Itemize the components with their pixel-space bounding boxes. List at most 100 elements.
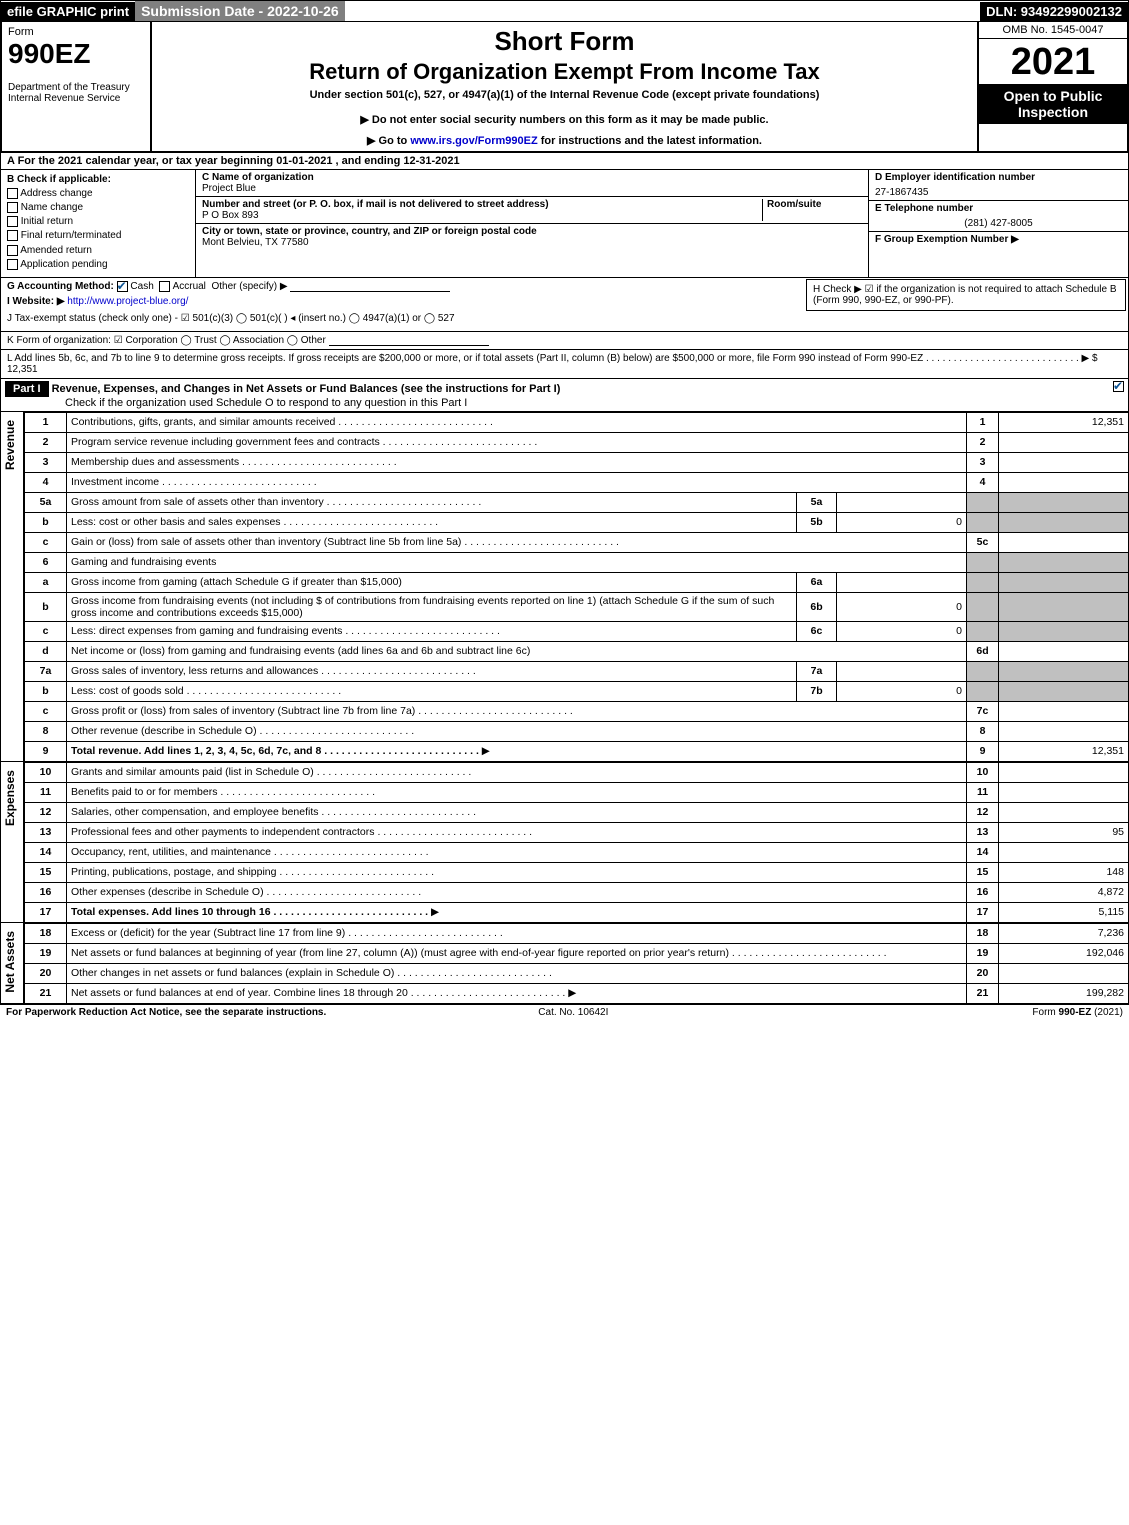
other-lbl: Other (specify) ▶ [211, 281, 287, 292]
line-10: 10Grants and similar amounts paid (list … [25, 762, 1129, 782]
section-b: B Check if applicable: Address change Na… [1, 170, 196, 277]
cash-cb[interactable] [117, 281, 128, 292]
irs-link[interactable]: www.irs.gov/Form990EZ [410, 135, 537, 147]
top-bar: efile GRAPHIC print Submission Date - 20… [0, 0, 1129, 22]
short-form-title: Short Form [160, 26, 969, 57]
line-18: 18Excess or (deficit) for the year (Subt… [25, 923, 1129, 943]
app-pending-cb[interactable] [7, 259, 18, 270]
org-city: Mont Belvieu, TX 77580 [202, 237, 309, 248]
form-id-box: Form 990EZ Department of the Treasury In… [2, 22, 152, 151]
efile-print-label[interactable]: efile GRAPHIC print [1, 2, 135, 21]
line-6c: cLess: direct expenses from gaming and f… [25, 621, 1129, 641]
year: 2021 [979, 39, 1127, 84]
i-lbl: I Website: ▶ [7, 296, 65, 307]
line-16: 16Other expenses (describe in Schedule O… [25, 882, 1129, 902]
footer: For Paperwork Reduction Act Notice, see … [0, 1004, 1129, 1020]
line-4: 4Investment income4 [25, 472, 1129, 492]
form-ref: Form 990-EZ (2021) [1032, 1007, 1123, 1018]
revenue-section: Revenue 1Contributions, gifts, grants, a… [0, 412, 1129, 762]
dept-text: Department of the Treasury Internal Reve… [8, 82, 144, 104]
initial-return-cb[interactable] [7, 216, 18, 227]
dln: DLN: 93492299002132 [980, 2, 1128, 21]
expenses-section: Expenses 10Grants and similar amounts pa… [0, 762, 1129, 923]
line-9: 9Total revenue. Add lines 1, 2, 3, 4, 5c… [25, 741, 1129, 761]
org-street: P O Box 893 [202, 210, 259, 221]
netassets-section: Net Assets 18Excess or (deficit) for the… [0, 923, 1129, 1004]
section-d-e-f: D Employer identification number 27-1867… [868, 170, 1128, 277]
e-lbl: E Telephone number [875, 203, 973, 214]
name-change-cb[interactable] [7, 202, 18, 213]
amended-lbl: Amended return [20, 245, 92, 256]
amended-cb[interactable] [7, 245, 18, 256]
addr-change-lbl: Address change [20, 188, 92, 199]
under-section: Under section 501(c), 527, or 4947(a)(1)… [160, 89, 969, 101]
ssn-warning: ▶ Do not enter social security numbers o… [160, 113, 969, 126]
section-c: C Name of organization Project Blue Numb… [196, 170, 868, 277]
goto-text: ▶ Go to www.irs.gov/Form990EZ for instru… [160, 134, 969, 147]
paperwork-notice: For Paperwork Reduction Act Notice, see … [6, 1007, 326, 1018]
line-k: K Form of organization: ☑ Corporation ◯ … [0, 332, 1129, 350]
app-pending-lbl: Application pending [20, 259, 107, 270]
line-6d: dNet income or (loss) from gaming and fu… [25, 641, 1129, 661]
line-7b: bLess: cost of goods sold7b0 [25, 681, 1129, 701]
cat-no: Cat. No. 10642I [538, 1007, 608, 1018]
line-13: 13Professional fees and other payments t… [25, 822, 1129, 842]
other-specify-input[interactable] [290, 291, 450, 292]
revenue-label: Revenue [0, 412, 24, 762]
line-6a: aGross income from gaming (attach Schedu… [25, 572, 1129, 592]
line-5b: bLess: cost or other basis and sales exp… [25, 512, 1129, 532]
main-title: Return of Organization Exempt From Incom… [160, 59, 969, 85]
initial-return-lbl: Initial return [21, 216, 73, 227]
addr-change-cb[interactable] [7, 188, 18, 199]
submission-date: Submission Date - 2022-10-26 [135, 1, 345, 21]
other-org-input[interactable] [329, 345, 489, 346]
d-lbl: D Employer identification number [875, 172, 1035, 183]
netassets-table: 18Excess or (deficit) for the year (Subt… [24, 923, 1129, 1004]
expenses-table: 10Grants and similar amounts paid (list … [24, 762, 1129, 923]
final-return-cb[interactable] [7, 230, 18, 241]
line-12: 12Salaries, other compensation, and empl… [25, 802, 1129, 822]
right-box: OMB No. 1545-0047 2021 Open to Public In… [977, 22, 1127, 151]
open-to-public: Open to Public Inspection [979, 84, 1127, 124]
line-a: A For the 2021 calendar year, or tax yea… [0, 153, 1129, 170]
accrual-cb[interactable] [159, 281, 170, 292]
line-21: 21Net assets or fund balances at end of … [25, 983, 1129, 1003]
expenses-label: Expenses [0, 762, 24, 923]
f-lbl: F Group Exemption Number ▶ [875, 234, 1019, 245]
line-11: 11Benefits paid to or for members11 [25, 782, 1129, 802]
l-val: 12,351 [7, 364, 38, 375]
line-1: 1Contributions, gifts, grants, and simil… [25, 412, 1129, 432]
info-block: B Check if applicable: Address change Na… [0, 170, 1129, 278]
line-15: 15Printing, publications, postage, and s… [25, 862, 1129, 882]
c-street-lbl: Number and street (or P. O. box, if mail… [202, 199, 549, 210]
form-number: 990EZ [8, 38, 144, 70]
part-i-header: Part I Revenue, Expenses, and Changes in… [0, 379, 1129, 412]
omb-number: OMB No. 1545-0047 [979, 22, 1127, 39]
line-l: L Add lines 5b, 6c, and 7b to line 9 to … [0, 350, 1129, 379]
line-6b: bGross income from fundraising events (n… [25, 592, 1129, 621]
final-return-lbl: Final return/terminated [21, 231, 122, 242]
k-text: K Form of organization: ☑ Corporation ◯ … [7, 335, 326, 346]
line-6: 6Gaming and fundraising events [25, 552, 1129, 572]
website-link[interactable]: http://www.project-blue.org/ [67, 296, 188, 307]
org-name: Project Blue [202, 183, 256, 194]
line-5a: 5aGross amount from sale of assets other… [25, 492, 1129, 512]
line-17: 17Total expenses. Add lines 10 through 1… [25, 902, 1129, 922]
part-i-bar: Part I [5, 381, 49, 397]
schedule-o-cb[interactable] [1113, 381, 1124, 392]
room-lbl: Room/suite [767, 199, 821, 210]
line-8: 8Other revenue (describe in Schedule O)8 [25, 721, 1129, 741]
accrual-lbl: Accrual [173, 281, 206, 292]
netassets-label: Net Assets [0, 923, 24, 1004]
form-word: Form [8, 26, 144, 38]
line-20: 20Other changes in net assets or fund ba… [25, 963, 1129, 983]
line-3: 3Membership dues and assessments3 [25, 452, 1129, 472]
phone: (281) 427-8005 [869, 216, 1128, 232]
title-box: Short Form Return of Organization Exempt… [152, 22, 977, 151]
cash-lbl: Cash [130, 281, 153, 292]
line-7c: cGross profit or (loss) from sales of in… [25, 701, 1129, 721]
line-j: J Tax-exempt status (check only one) - ☑… [7, 313, 1122, 324]
name-change-lbl: Name change [21, 202, 83, 213]
section-h: H Check ▶ ☑ if the organization is not r… [806, 279, 1126, 311]
line-14: 14Occupancy, rent, utilities, and mainte… [25, 842, 1129, 862]
